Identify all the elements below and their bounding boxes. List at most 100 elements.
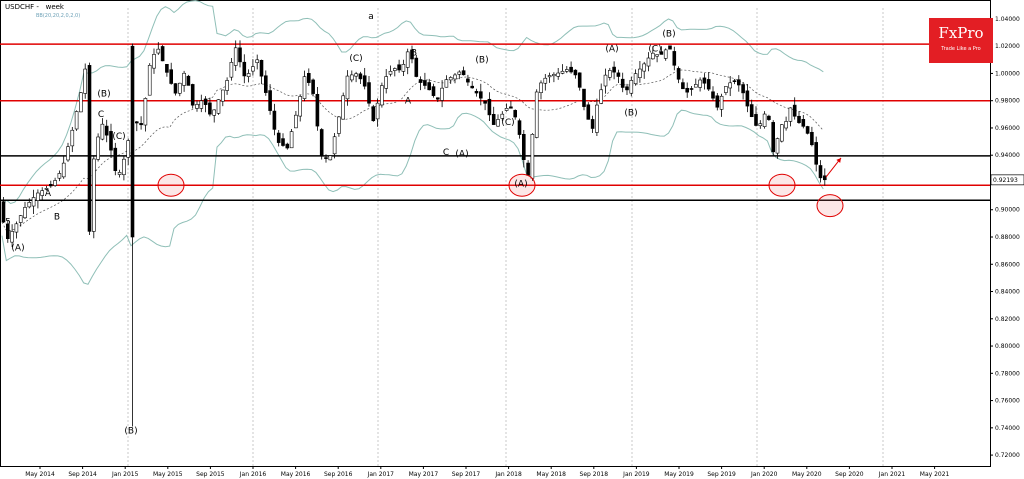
candle-body [702,77,707,84]
candle-body [109,131,113,151]
candle-body [646,57,651,67]
candle-body [642,63,647,72]
candle-body [100,123,105,140]
candle-body [698,79,702,88]
y-tick-label: 0.98000 [995,98,1020,105]
candle-body [104,125,109,136]
candle-body [693,84,698,88]
x-tick-label: Sep 2017 [452,471,481,478]
candle-body [509,106,513,109]
y-tick-label: 0.96000 [995,125,1020,132]
candle-body [423,80,427,86]
candle-body [483,100,487,104]
candle-body [96,136,100,160]
candle-body [221,89,225,102]
x-tick-label: Jan 2016 [239,471,267,478]
wave-label: (C) [648,45,661,55]
candle-body [165,64,169,73]
candle-body [810,131,814,146]
candle-body [349,74,354,81]
x-tick-label: May 2019 [664,471,694,478]
candle-body [517,120,522,135]
candle-body [178,82,182,94]
wave-label: (B) [124,426,137,436]
wave-label: B [54,212,60,222]
x-tick-label: May 2017 [409,471,439,478]
highlight-ellipse [157,173,185,197]
candle-body [792,104,797,117]
candle-body [251,66,255,72]
candle-body [354,73,358,77]
candle-body [715,95,720,108]
candle-body [362,75,367,87]
candle-body [440,87,444,101]
candle-body [496,119,500,127]
candle-body [66,146,70,161]
y-tick-label: 0.94000 [995,152,1020,159]
y-tick-label: 0.82000 [995,316,1020,323]
candle-body [590,119,595,129]
highlight-ellipse [768,173,796,197]
candle-body [345,75,350,100]
candle-body [272,110,277,130]
candle-body [784,121,788,129]
candle-body [70,129,75,147]
candle-body [302,76,307,99]
candle-body [40,190,45,196]
wave-label: (C) [349,54,362,64]
candle-body [160,46,165,62]
candle-body [6,223,10,240]
candle-body [427,82,432,91]
rebound-arrow-head [836,157,841,163]
bollinger-lower-band [1,109,824,285]
candle-body [573,69,578,76]
candle-body [186,75,191,86]
candle-body [152,54,156,69]
x-tick-label: Jan 2018 [494,471,522,478]
candle-body [23,207,27,219]
candle-body [294,114,298,129]
fxpro-logo: FxPro Trade Like a Pro [929,18,993,63]
y-tick-label: 0.84000 [995,289,1020,296]
candle-body [487,98,492,116]
candle-body [749,104,754,118]
candle-body [758,123,763,127]
bollinger-middle-band [1,69,824,232]
candle-body [87,65,92,232]
candle-body [57,173,62,179]
chart-title: USDCHF - week [5,3,64,11]
candle-body [805,126,810,134]
x-tick-label: Sep 2015 [196,471,225,478]
candle-body [754,114,758,126]
candle-body [190,84,195,106]
candle-body [564,69,569,72]
candle-body [719,95,724,110]
candle-body [663,49,668,59]
candle-body [122,158,126,176]
candle-body [259,59,264,77]
candle-body [779,124,784,142]
candle-body [620,78,625,88]
wave-label: B [411,49,417,59]
x-tick-label: Jan 2021 [878,471,906,478]
candle-body [139,123,143,126]
candle-body [530,134,535,179]
candle-body [212,109,216,116]
candle-body [500,113,505,119]
candle-body [1,201,6,223]
candle-body [281,138,285,146]
wave-label: (A) [11,244,24,254]
candle-body [36,192,40,201]
candle-body [771,122,776,153]
candle-body [169,69,173,84]
candle-body [767,115,771,120]
candle-body [401,64,406,72]
candle-body [448,77,453,81]
candle-body [143,98,148,126]
candle-body [595,104,599,133]
wave-label: a [368,12,374,22]
y-tick-label: 0.72000 [995,452,1020,459]
candle-body [324,157,328,159]
candle-body [268,90,272,111]
